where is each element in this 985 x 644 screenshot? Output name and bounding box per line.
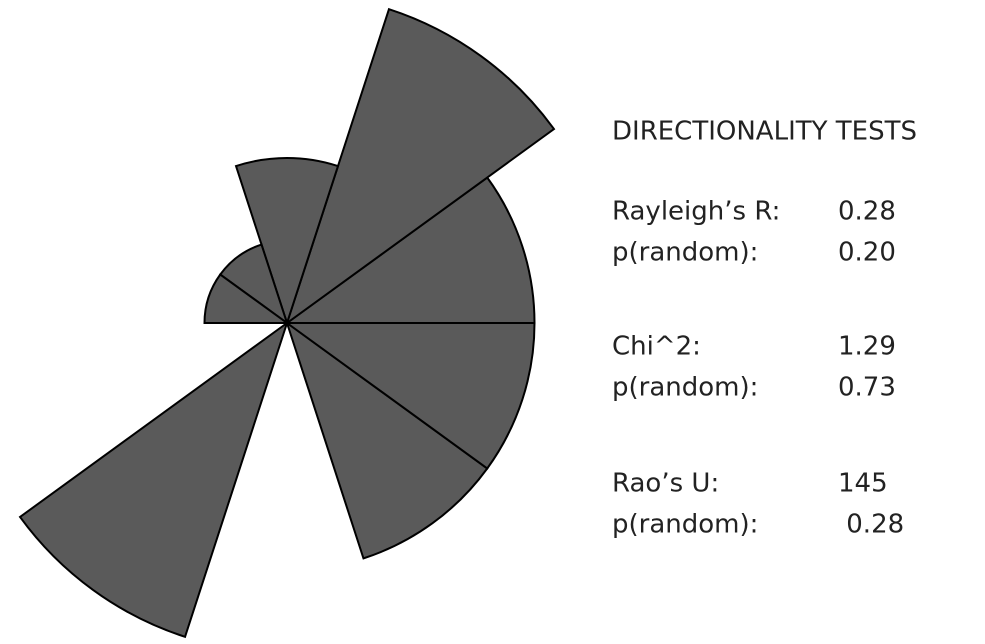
rose-sector [234,157,340,327]
test-label: Chi^2: [612,332,701,362]
test-value: 0.73 [838,373,896,403]
test-label: p(random): [612,510,758,540]
test-label: p(random): [612,238,758,268]
test-label: p(random): [612,373,758,403]
test-label: Rayleigh’s R: [612,197,780,227]
test-value: 0.28 [838,197,896,227]
test-value: 1.29 [838,332,896,362]
rose-sector [285,320,489,560]
chart-title: DIRECTIONALITY TESTS [612,117,917,147]
rose-sector [283,176,536,324]
test-label: Rao’s U: [612,469,719,499]
rose-sector [18,320,289,639]
test-value: 0.28 [838,510,904,540]
test-value: 0.20 [838,238,896,268]
test-value: 145 [838,469,888,499]
rose-sector [283,322,536,470]
rose-sector [203,273,291,324]
rose-sector [285,7,556,326]
